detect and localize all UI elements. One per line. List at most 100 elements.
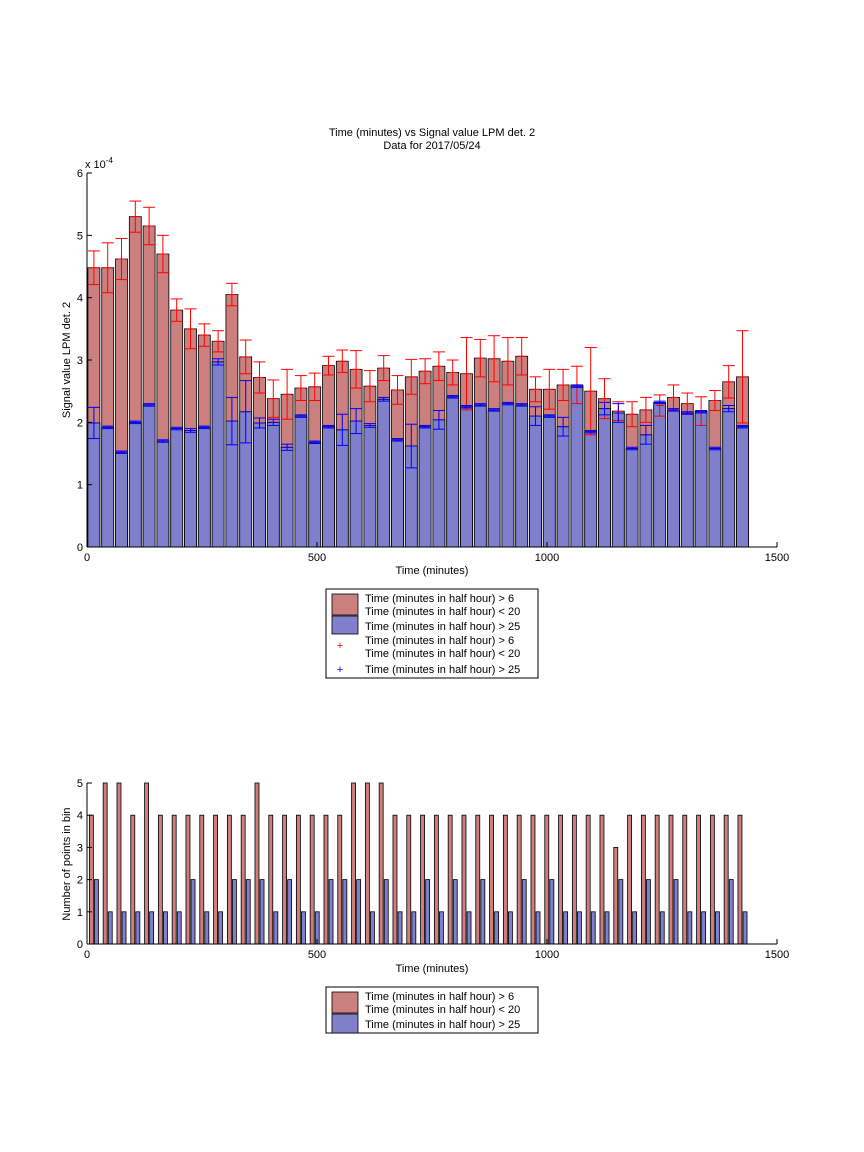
bar-red	[268, 814, 274, 945]
bar-blue	[142, 404, 156, 548]
bar-blue	[253, 422, 266, 548]
bar-blue	[728, 879, 734, 945]
bar-red	[171, 814, 177, 945]
bar-blue	[501, 403, 515, 548]
bar-blue	[94, 879, 99, 945]
bar-blue	[280, 446, 294, 548]
bar-blue	[556, 426, 570, 548]
chart2-legend-swatch-red	[331, 991, 359, 1014]
bar-blue	[694, 411, 708, 548]
bar-red	[447, 814, 453, 945]
bar-red	[364, 782, 370, 945]
bar-blue	[625, 448, 639, 548]
x-tick-label: 500	[308, 552, 326, 564]
bar-red	[502, 814, 508, 945]
bar-blue	[584, 431, 598, 548]
chart2-ticks: 0 500 1000 1500 0 1 2 3 4 5	[77, 778, 789, 961]
bar-blue	[577, 911, 582, 945]
bar-blue	[598, 408, 611, 548]
bar-blue	[487, 409, 501, 548]
bar-blue	[411, 911, 417, 945]
chart1-legend-marker-red: +	[337, 640, 343, 652]
x-tick-label: 1000	[535, 552, 559, 564]
bar-red	[199, 814, 205, 945]
bar-red	[282, 814, 287, 945]
bar-blue	[708, 448, 722, 548]
bar-blue	[659, 911, 665, 945]
bar-red	[613, 847, 619, 945]
chart1-legend-entry: Time (minutes in half hour) > 6	[365, 635, 514, 647]
bar-blue	[604, 911, 610, 945]
x-tick-label: 1500	[765, 552, 789, 564]
y-tick-label: 3	[77, 842, 83, 854]
bar-blue	[301, 911, 306, 945]
bar-red	[240, 814, 246, 945]
bar-red	[530, 814, 536, 945]
chart2-legend-entry: Time (minutes in half hour) > 6	[365, 991, 514, 1003]
x-tick-label: 1000	[535, 949, 559, 961]
y-tick-label: 5	[77, 778, 83, 790]
bar-blue	[521, 879, 527, 945]
bar-red	[654, 814, 660, 945]
bar-blue	[308, 441, 322, 548]
bar-red	[640, 814, 646, 945]
bar-red	[309, 814, 315, 945]
bar-blue	[529, 415, 542, 548]
bar-blue	[356, 879, 362, 945]
bar-blue	[391, 439, 404, 548]
bar-blue	[653, 401, 667, 548]
bar-blue	[715, 911, 720, 945]
bar-red	[668, 814, 674, 945]
x-tick-label: 1500	[765, 949, 789, 961]
y-tick-label: 3	[77, 355, 83, 367]
bar-blue	[632, 911, 638, 945]
chart1-ticks: 0 500 1000 1500 0 1 2 3 4 5 6	[77, 168, 789, 564]
chart2-legend: Time (minutes in half hour) > 6 Time (mi…	[325, 986, 539, 1034]
bar-blue	[176, 911, 182, 945]
chart2-legend-box	[325, 986, 539, 1034]
y-tick-label: 4	[77, 293, 83, 305]
bar-blue	[570, 385, 584, 548]
bar-red	[102, 782, 108, 945]
bar-blue	[232, 879, 237, 945]
chart1-legend-entry: Time (minutes in half hour) > 25	[365, 664, 520, 676]
chart1-legend-entry: Time (minutes in half hour) > 6	[365, 593, 514, 605]
bar-blue	[128, 421, 142, 548]
bar-red	[433, 814, 439, 945]
bar-blue	[542, 415, 556, 548]
bar-red	[254, 782, 260, 945]
bar-blue	[287, 879, 293, 945]
bar-red	[682, 814, 688, 945]
bar-blue	[736, 426, 749, 548]
bar-blue	[170, 428, 184, 548]
chart1-y-exponent-power: -4	[106, 156, 114, 165]
bar-blue	[425, 879, 431, 945]
bar-blue	[190, 879, 196, 945]
chart2-bars	[88, 782, 748, 945]
chart1-errorbars	[87, 200, 749, 469]
y-tick-label: 4	[77, 810, 83, 822]
bar-blue	[687, 911, 693, 945]
bar-blue	[446, 396, 460, 548]
chart1-legend: Time (minutes in half hour) > 6 Time (mi…	[325, 588, 539, 679]
chart2-legend-swatch-blue	[331, 1013, 359, 1034]
bar-blue	[418, 426, 432, 548]
bar-blue	[673, 879, 679, 945]
bar-blue	[515, 404, 529, 548]
bar-blue	[370, 911, 375, 945]
bar-blue	[156, 440, 170, 548]
bar-red	[213, 814, 218, 945]
bar-red	[116, 782, 122, 945]
bar-red	[226, 814, 232, 945]
bar-red	[323, 814, 329, 945]
bar-red	[295, 814, 301, 945]
bar-blue	[701, 911, 707, 945]
chart1-subtitle: Data for 2017/05/24	[383, 140, 480, 152]
chart1-legend-entry: Time (minutes in half hour) > 25	[365, 621, 520, 633]
bar-blue	[363, 425, 377, 548]
chart1-y-exponent-base: x 10	[85, 159, 106, 171]
x-tick-label: 0	[84, 552, 90, 564]
bar-blue	[342, 879, 348, 945]
chart1: Time (minutes) vs Signal value LPM det. …	[61, 127, 789, 679]
chart2-axes	[86, 782, 778, 945]
